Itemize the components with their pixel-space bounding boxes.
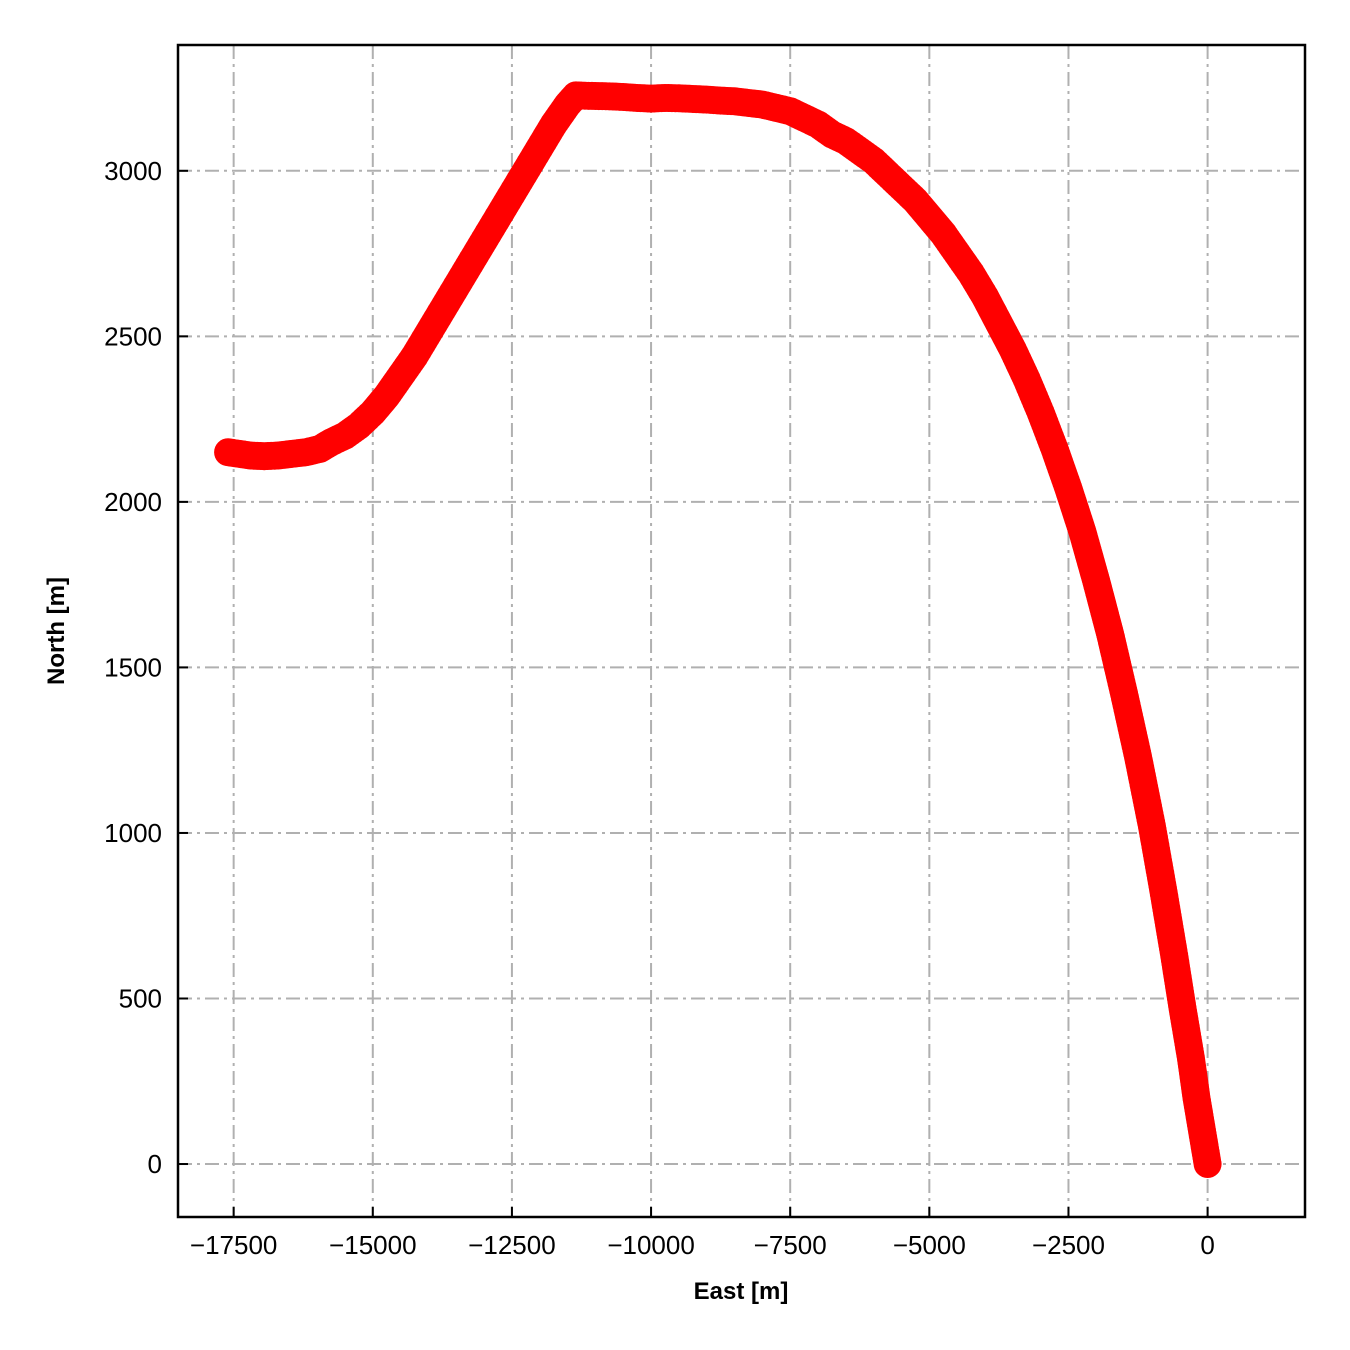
x-axis-title: East [m] <box>694 1278 789 1305</box>
y-tick-label: 2000 <box>104 487 162 517</box>
x-tick-label: −10000 <box>607 1230 694 1260</box>
y-tick-label: 500 <box>119 983 162 1013</box>
grid <box>178 45 1305 1217</box>
x-tick-label: 0 <box>1200 1230 1214 1260</box>
plot-frame <box>176 43 1307 1219</box>
x-tick-label: −7500 <box>754 1230 827 1260</box>
ticks <box>178 169 1209 1217</box>
x-tick-labels: −17500 −15000 −12500 −10000 −7500 −5000 −2500 0 <box>190 1230 1215 1260</box>
y-tick-label: 0 <box>148 1149 162 1179</box>
y-tick-label: 2500 <box>104 321 162 351</box>
y-axis-title: North [m] <box>43 577 70 685</box>
x-tick-label: −15000 <box>329 1230 416 1260</box>
trajectory-series <box>214 81 1222 1179</box>
x-tick-label: −12500 <box>468 1230 555 1260</box>
y-tick-label: 1000 <box>104 818 162 848</box>
y-tick-labels: 0 500 1000 1500 2000 2500 3000 <box>104 156 162 1179</box>
data-point <box>214 438 243 467</box>
x-tick-label: −5000 <box>893 1230 966 1260</box>
x-tick-label: −17500 <box>190 1230 277 1260</box>
y-tick-label: 3000 <box>104 156 162 186</box>
x-tick-label: −2500 <box>1032 1230 1105 1260</box>
y-tick-label: 1500 <box>104 652 162 682</box>
